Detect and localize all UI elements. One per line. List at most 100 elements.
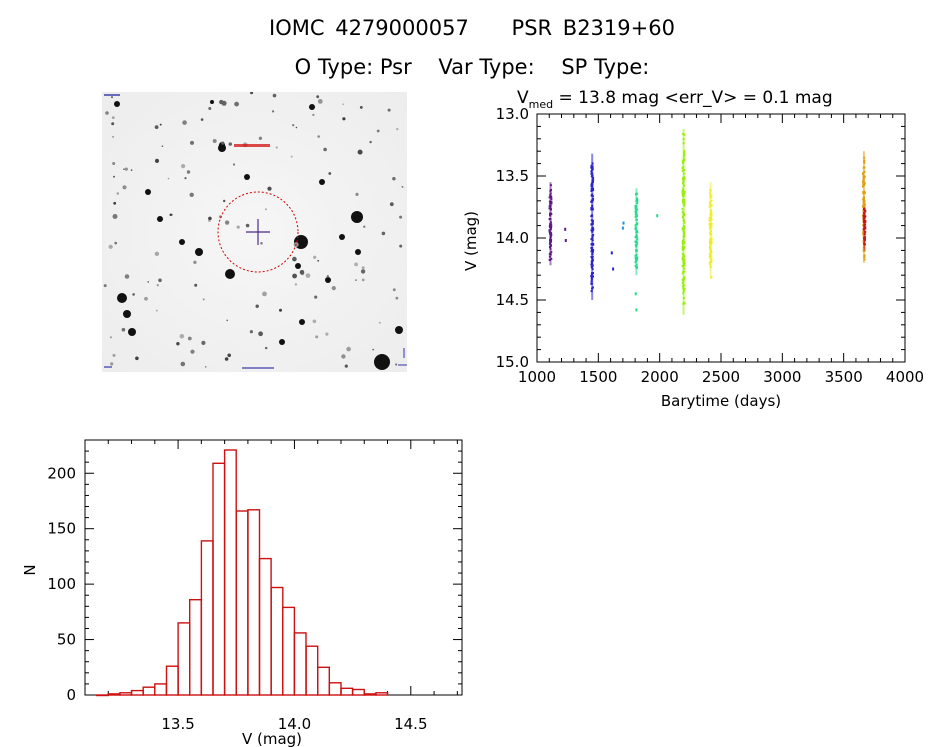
star — [249, 330, 253, 334]
star — [112, 353, 116, 357]
star — [258, 136, 263, 140]
star — [316, 95, 320, 99]
star — [309, 104, 315, 110]
var-type-label: Var Type: — [438, 55, 535, 79]
star — [156, 284, 159, 287]
star — [190, 349, 195, 354]
histogram-bar — [247, 509, 261, 696]
star — [244, 174, 250, 180]
x-tick-label: 3500 — [825, 368, 863, 386]
star — [355, 279, 357, 281]
star — [357, 149, 363, 155]
star — [210, 100, 214, 104]
histogram-bar — [177, 622, 191, 696]
x-tick-label: 13.5 — [161, 715, 194, 733]
star — [313, 255, 317, 259]
star — [111, 96, 113, 99]
light-curve-title: Vmed = 13.8 mag <err_V> = 0.1 mag — [517, 88, 833, 111]
star — [344, 364, 348, 368]
sky-image — [102, 92, 407, 372]
star — [355, 192, 359, 196]
star — [201, 340, 206, 345]
star — [204, 366, 207, 368]
star — [132, 293, 135, 296]
star — [355, 249, 361, 255]
plot-frame — [84, 439, 463, 696]
star — [401, 185, 404, 188]
image-corner-label — [104, 94, 120, 96]
star — [226, 319, 229, 322]
histogram-bar — [154, 683, 168, 696]
histogram-bar — [328, 682, 342, 696]
star — [395, 326, 403, 334]
star — [361, 266, 365, 270]
star — [292, 124, 295, 127]
star — [317, 99, 323, 104]
histogram-bar — [130, 689, 144, 696]
image-bottom-label — [242, 367, 274, 369]
star — [314, 295, 318, 299]
star — [363, 225, 366, 228]
star — [225, 269, 235, 279]
star — [339, 234, 345, 240]
x-tick-label: 2000 — [641, 368, 679, 386]
star — [223, 199, 226, 203]
star — [144, 296, 148, 301]
x-tick-label: 14.5 — [394, 715, 427, 733]
light-curve-xlabel: Barytime (days) — [661, 392, 781, 410]
star — [236, 225, 240, 229]
star — [114, 101, 120, 107]
star — [234, 101, 240, 107]
star — [224, 357, 229, 361]
star — [202, 298, 205, 301]
star — [359, 106, 363, 109]
y-tick-label: 13.0 — [496, 105, 529, 123]
star — [116, 192, 119, 195]
star — [112, 136, 114, 138]
histogram-bar — [351, 688, 365, 696]
data-point — [592, 228, 595, 231]
star — [272, 93, 277, 98]
o-type-label: O Type: Psr — [294, 55, 412, 79]
y-tick-label: 150 — [47, 520, 76, 538]
star — [187, 336, 192, 341]
star — [265, 346, 268, 350]
histogram-bar — [165, 665, 179, 696]
histogram-bar — [375, 692, 389, 696]
star — [123, 168, 125, 170]
star — [381, 231, 386, 236]
histogram-bar — [258, 557, 272, 696]
histogram-bar — [188, 598, 202, 696]
object-name: PSR B2319+60 — [511, 16, 675, 40]
data-point — [564, 239, 567, 242]
star — [186, 170, 191, 174]
star — [378, 321, 381, 324]
star — [323, 147, 327, 152]
star — [331, 286, 336, 291]
x-tick-label: 1500 — [579, 368, 617, 386]
light-curve-chart: 1000 1500 2000 2500 3000 3500 4000 13.0 13.5 14.0… — [462, 88, 924, 410]
type-line: O Type: Psr Var Type: SP Type: — [0, 55, 944, 79]
star — [275, 146, 278, 149]
star — [342, 103, 345, 106]
histogram-chart: 13.5 14.0 14.5 0 50 100 150 200 V (mag) N — [21, 439, 463, 747]
y-tick-label: 14.0 — [496, 229, 529, 247]
star — [228, 142, 232, 146]
star — [112, 214, 118, 219]
histogram-ylabel: N — [21, 564, 39, 575]
star — [135, 356, 139, 361]
star — [279, 308, 282, 312]
light-curve-ylabel: V (mag) — [462, 211, 480, 271]
star — [312, 113, 315, 117]
star — [326, 275, 329, 278]
star — [208, 216, 212, 221]
star — [189, 192, 194, 197]
y-tick-label: 15.0 — [496, 353, 529, 371]
star — [182, 120, 187, 125]
star — [117, 293, 127, 303]
star — [317, 135, 320, 138]
star — [328, 172, 332, 175]
star — [305, 273, 311, 278]
star — [290, 155, 293, 158]
data-point — [622, 221, 625, 225]
